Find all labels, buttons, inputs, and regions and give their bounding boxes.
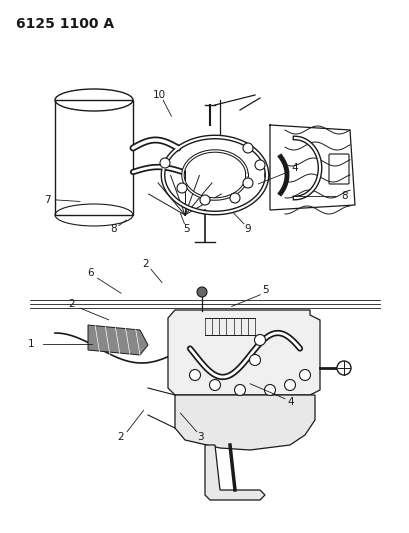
Polygon shape	[168, 310, 319, 395]
Circle shape	[196, 287, 207, 297]
Text: 2: 2	[68, 299, 75, 309]
Polygon shape	[204, 445, 264, 500]
Text: 3: 3	[197, 432, 204, 442]
Circle shape	[177, 183, 187, 193]
Circle shape	[284, 379, 295, 391]
Circle shape	[243, 143, 252, 153]
Text: 2: 2	[142, 259, 148, 269]
Text: 7: 7	[44, 195, 50, 205]
Text: 9: 9	[244, 224, 251, 234]
Polygon shape	[88, 325, 148, 355]
Text: 4: 4	[287, 398, 294, 407]
Circle shape	[336, 361, 350, 375]
Circle shape	[189, 369, 200, 381]
Circle shape	[243, 178, 252, 188]
Text: 5: 5	[262, 286, 268, 295]
Text: 5: 5	[183, 224, 189, 234]
Text: 6125 1100 A: 6125 1100 A	[16, 17, 114, 31]
Circle shape	[160, 158, 170, 168]
Text: 4: 4	[291, 163, 298, 173]
Circle shape	[234, 384, 245, 395]
Text: 6: 6	[88, 269, 94, 278]
Circle shape	[229, 193, 239, 203]
Circle shape	[200, 195, 209, 205]
Circle shape	[209, 379, 220, 391]
Circle shape	[249, 354, 260, 366]
Text: 10: 10	[152, 90, 165, 100]
Text: 1: 1	[27, 339, 34, 349]
Polygon shape	[175, 395, 314, 450]
Circle shape	[254, 160, 264, 170]
Text: 2: 2	[117, 432, 124, 442]
Bar	[55, 100, 133, 215]
Text: 8: 8	[340, 191, 347, 201]
Circle shape	[299, 369, 310, 381]
Circle shape	[264, 384, 275, 395]
Circle shape	[254, 335, 265, 345]
Text: 8: 8	[110, 224, 117, 234]
